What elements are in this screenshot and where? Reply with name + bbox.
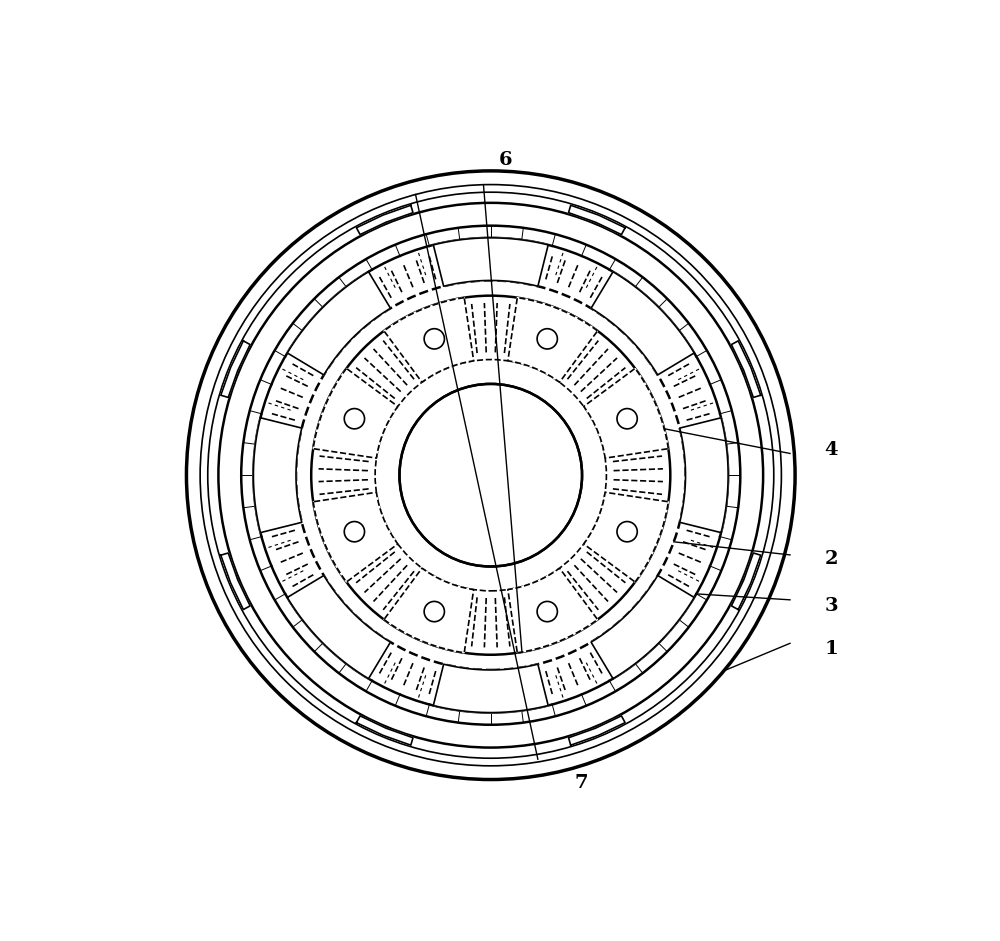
Circle shape (399, 384, 582, 566)
Polygon shape (384, 297, 474, 382)
Text: 3: 3 (824, 597, 838, 614)
Polygon shape (508, 297, 598, 382)
Text: 7: 7 (575, 774, 588, 792)
Polygon shape (287, 272, 390, 375)
Polygon shape (433, 238, 548, 286)
Polygon shape (584, 369, 668, 458)
Text: 6: 6 (498, 151, 512, 169)
Polygon shape (584, 492, 668, 582)
Polygon shape (680, 418, 728, 533)
Text: 2: 2 (825, 550, 838, 567)
Polygon shape (508, 568, 598, 653)
Polygon shape (253, 418, 302, 533)
Polygon shape (591, 272, 694, 375)
Polygon shape (384, 568, 474, 653)
Polygon shape (313, 492, 398, 582)
Polygon shape (221, 341, 250, 397)
Polygon shape (731, 553, 761, 610)
Polygon shape (313, 369, 398, 458)
Text: 1: 1 (824, 640, 838, 658)
Polygon shape (569, 716, 625, 745)
Polygon shape (591, 576, 694, 678)
Polygon shape (731, 341, 761, 397)
Polygon shape (356, 205, 413, 234)
Polygon shape (356, 716, 413, 745)
Text: 4: 4 (825, 440, 838, 459)
Polygon shape (433, 664, 548, 712)
Polygon shape (569, 205, 625, 234)
Polygon shape (287, 576, 390, 678)
Polygon shape (221, 553, 250, 610)
